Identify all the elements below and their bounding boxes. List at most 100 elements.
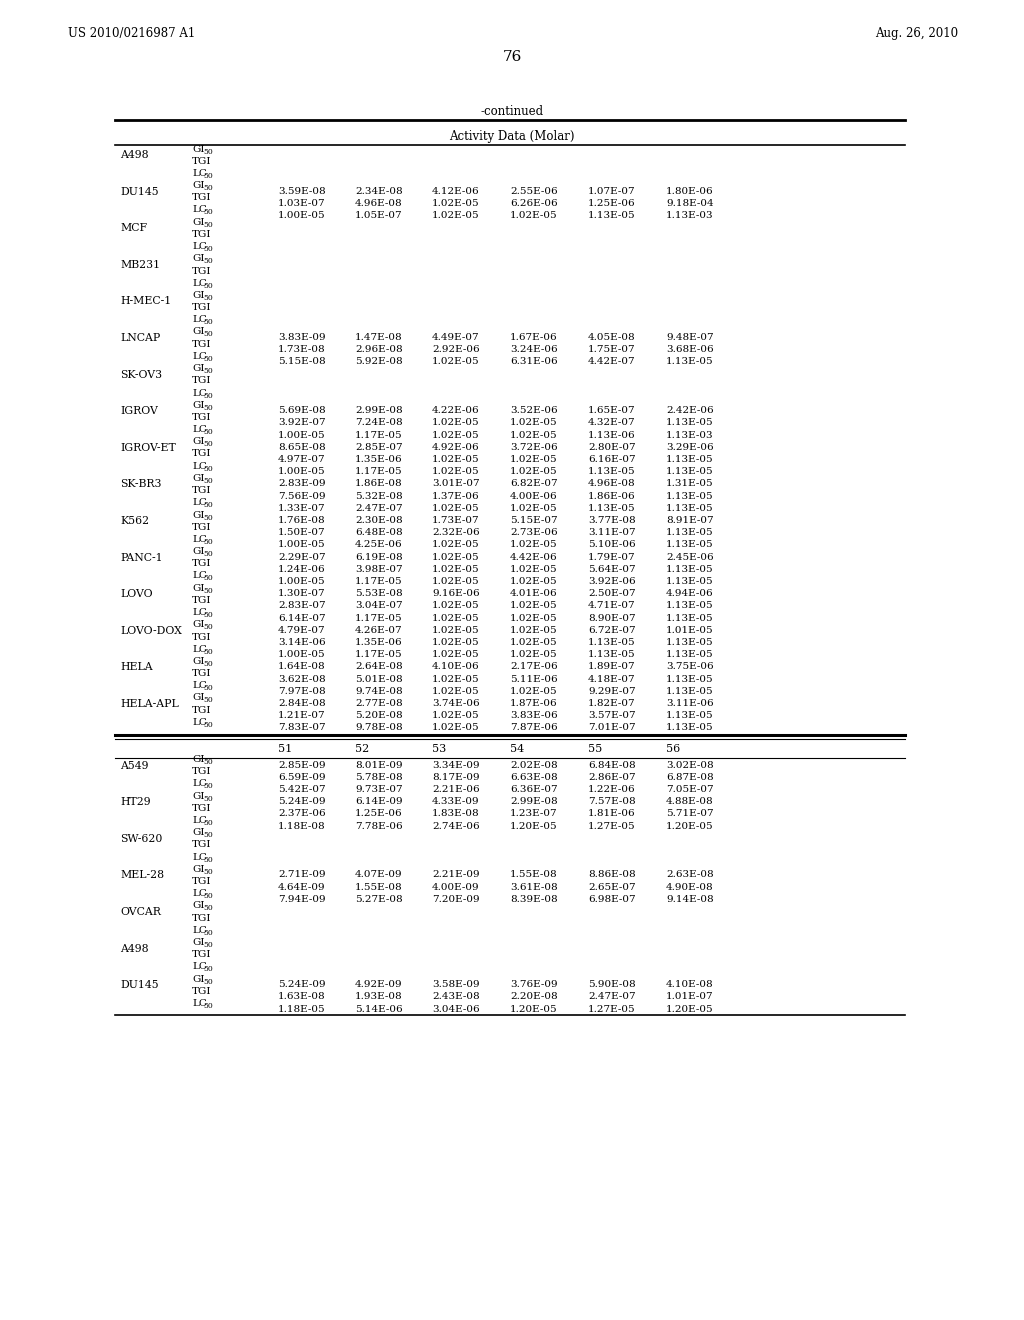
Text: 1.47E-08: 1.47E-08	[355, 333, 402, 342]
Text: 4.94E-06: 4.94E-06	[666, 589, 714, 598]
Text: 5.64E-07: 5.64E-07	[588, 565, 636, 574]
Text: 1.02E-05: 1.02E-05	[432, 418, 479, 428]
Text: 9.73E-07: 9.73E-07	[355, 785, 402, 795]
Text: 9.18E-04: 9.18E-04	[666, 199, 714, 207]
Text: 1.55E-08: 1.55E-08	[355, 883, 402, 891]
Text: LC: LC	[193, 644, 207, 653]
Text: 1.00E-05: 1.00E-05	[278, 211, 326, 220]
Text: 1.80E-06: 1.80E-06	[666, 186, 714, 195]
Text: 1.13E-05: 1.13E-05	[666, 675, 714, 684]
Text: 1.02E-05: 1.02E-05	[510, 455, 558, 465]
Text: LC: LC	[193, 853, 207, 862]
Text: 5.90E-08: 5.90E-08	[588, 981, 636, 989]
Text: LC: LC	[193, 609, 207, 616]
Text: 2.50E-07: 2.50E-07	[588, 589, 636, 598]
Text: 50: 50	[203, 721, 213, 729]
Text: 52: 52	[355, 743, 370, 754]
Text: 7.97E-08: 7.97E-08	[278, 686, 326, 696]
Text: 1.02E-05: 1.02E-05	[432, 602, 479, 610]
Text: TGI: TGI	[193, 230, 212, 239]
Text: LC: LC	[193, 498, 207, 507]
Text: LC: LC	[193, 962, 207, 972]
Text: 1.02E-05: 1.02E-05	[432, 467, 479, 477]
Text: 1.73E-07: 1.73E-07	[432, 516, 479, 525]
Text: TGI: TGI	[193, 804, 212, 813]
Text: GI: GI	[193, 939, 205, 946]
Text: 6.31E-06: 6.31E-06	[510, 358, 558, 367]
Text: 1.13E-05: 1.13E-05	[666, 602, 714, 610]
Text: 5.11E-06: 5.11E-06	[510, 675, 558, 684]
Text: TGI: TGI	[193, 913, 212, 923]
Text: 6.84E-08: 6.84E-08	[588, 760, 636, 770]
Text: Aug. 26, 2010: Aug. 26, 2010	[874, 26, 958, 40]
Text: 6.63E-08: 6.63E-08	[510, 772, 558, 781]
Text: LC: LC	[193, 425, 207, 434]
Text: 3.29E-06: 3.29E-06	[666, 442, 714, 451]
Text: 2.77E-08: 2.77E-08	[355, 700, 402, 708]
Text: 1.02E-05: 1.02E-05	[432, 577, 479, 586]
Text: 54: 54	[510, 743, 524, 754]
Text: LC: LC	[193, 890, 207, 899]
Text: TGI: TGI	[193, 523, 212, 532]
Text: 3.74E-06: 3.74E-06	[432, 700, 479, 708]
Text: GI: GI	[193, 255, 205, 263]
Text: 4.32E-07: 4.32E-07	[588, 418, 636, 428]
Text: 7.20E-09: 7.20E-09	[432, 895, 479, 904]
Text: 1.02E-05: 1.02E-05	[510, 211, 558, 220]
Text: TGI: TGI	[193, 841, 212, 850]
Text: 50: 50	[203, 586, 213, 595]
Text: 1.13E-05: 1.13E-05	[588, 211, 636, 220]
Text: 3.75E-06: 3.75E-06	[666, 663, 714, 672]
Text: 3.68E-06: 3.68E-06	[666, 346, 714, 354]
Text: 50: 50	[203, 904, 213, 912]
Text: 1.50E-07: 1.50E-07	[278, 528, 326, 537]
Text: 4.96E-08: 4.96E-08	[588, 479, 636, 488]
Text: 1.00E-05: 1.00E-05	[278, 430, 326, 440]
Text: 3.14E-06: 3.14E-06	[278, 638, 326, 647]
Text: 1.13E-05: 1.13E-05	[666, 723, 714, 733]
Text: HELA-APL: HELA-APL	[120, 700, 179, 709]
Text: 1.23E-07: 1.23E-07	[510, 809, 558, 818]
Text: 1.27E-05: 1.27E-05	[588, 821, 636, 830]
Text: TGI: TGI	[193, 706, 212, 714]
Text: H-MEC-1: H-MEC-1	[120, 297, 171, 306]
Text: 3.11E-06: 3.11E-06	[666, 700, 714, 708]
Text: TGI: TGI	[193, 304, 212, 312]
Text: 6.19E-08: 6.19E-08	[355, 553, 402, 561]
Text: 4.88E-08: 4.88E-08	[666, 797, 714, 807]
Text: 50: 50	[203, 892, 213, 900]
Text: 1.31E-05: 1.31E-05	[666, 479, 714, 488]
Text: 4.10E-06: 4.10E-06	[432, 663, 479, 672]
Text: 1.13E-03: 1.13E-03	[666, 430, 714, 440]
Text: TGI: TGI	[193, 486, 212, 495]
Text: 5.92E-08: 5.92E-08	[355, 358, 402, 367]
Text: TGI: TGI	[193, 339, 212, 348]
Text: DU145: DU145	[120, 186, 159, 197]
Text: 3.34E-09: 3.34E-09	[432, 760, 479, 770]
Text: GI: GI	[193, 657, 205, 665]
Text: 5.24E-09: 5.24E-09	[278, 797, 326, 807]
Text: 50: 50	[203, 869, 213, 876]
Text: 2.37E-06: 2.37E-06	[278, 809, 326, 818]
Text: 1.25E-06: 1.25E-06	[355, 809, 402, 818]
Text: 50: 50	[203, 795, 213, 803]
Text: 5.15E-07: 5.15E-07	[510, 516, 558, 525]
Text: 1.07E-07: 1.07E-07	[588, 186, 636, 195]
Text: 1.02E-05: 1.02E-05	[432, 540, 479, 549]
Text: 1.02E-05: 1.02E-05	[510, 638, 558, 647]
Text: 3.04E-06: 3.04E-06	[432, 1005, 479, 1014]
Text: 1.02E-05: 1.02E-05	[432, 553, 479, 561]
Text: 50: 50	[203, 246, 213, 253]
Text: 2.42E-06: 2.42E-06	[666, 407, 714, 416]
Text: 1.02E-05: 1.02E-05	[432, 711, 479, 721]
Text: LC: LC	[193, 925, 207, 935]
Text: LC: LC	[193, 388, 207, 397]
Text: SK-BR3: SK-BR3	[120, 479, 162, 490]
Text: 7.94E-09: 7.94E-09	[278, 895, 326, 904]
Text: 1.13E-05: 1.13E-05	[666, 504, 714, 512]
Text: 3.52E-06: 3.52E-06	[510, 407, 558, 416]
Text: 6.87E-08: 6.87E-08	[666, 772, 714, 781]
Text: GI: GI	[193, 620, 205, 630]
Text: 50: 50	[203, 758, 213, 766]
Text: 4.00E-06: 4.00E-06	[510, 491, 558, 500]
